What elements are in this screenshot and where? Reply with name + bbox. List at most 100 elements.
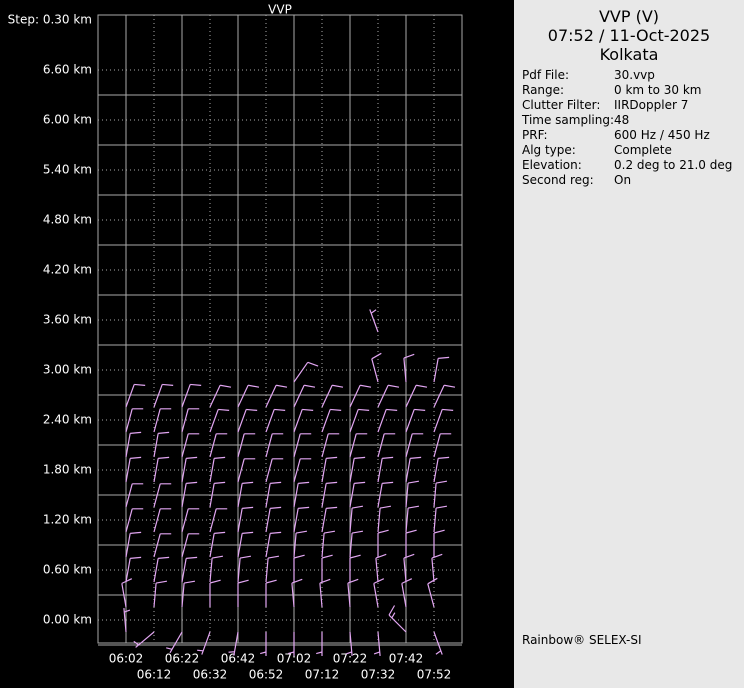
info-label: Range: <box>522 83 565 97</box>
wind-barb <box>121 578 133 608</box>
wind-barb <box>181 481 198 508</box>
wind-barb <box>260 632 267 656</box>
info-label: Clutter Filter: <box>522 98 601 112</box>
wind-barb <box>405 384 428 408</box>
wind-barb <box>321 481 338 508</box>
wind-barb <box>237 531 254 558</box>
wind-barb <box>125 483 144 508</box>
wind-barb <box>293 408 314 433</box>
wind-barb <box>265 408 286 433</box>
wind-barb <box>349 384 372 408</box>
y-tick-label: 4.80 km <box>43 213 92 227</box>
x-tick-label: 07:22 <box>333 652 368 666</box>
wind-barb <box>431 553 443 583</box>
info-value: Complete <box>614 143 672 157</box>
y-tick-label: 0.60 km <box>43 563 92 577</box>
wind-barb <box>265 555 280 583</box>
wind-barb <box>237 433 256 458</box>
wind-barb <box>181 508 200 533</box>
wind-barb <box>405 480 420 508</box>
info-value: 48 <box>614 113 630 127</box>
info-panel: VVP (V) 07:52 / 11-Oct-2025 Kolkata Pdf … <box>514 0 744 688</box>
wind-barb <box>377 408 398 433</box>
wind-barb <box>125 531 142 558</box>
wind-barb <box>181 408 200 433</box>
wind-barb <box>153 456 170 483</box>
wind-barb <box>405 433 424 458</box>
y-tick-label: 1.20 km <box>43 513 92 527</box>
wind-barb <box>403 553 415 583</box>
wind-barb <box>433 456 450 483</box>
info-value: 30.vvp <box>614 68 655 82</box>
wind-barb <box>321 384 344 408</box>
panel-title: VVP (V) <box>598 7 660 26</box>
y-tick-label: 6.00 km <box>43 113 92 127</box>
x-tick-label: 06:12 <box>137 668 172 682</box>
wind-barb <box>433 384 456 408</box>
wind-barb <box>197 631 211 655</box>
wind-barb <box>293 506 310 533</box>
wind-barb <box>209 481 226 508</box>
wind-barb <box>433 529 445 557</box>
info-label: Alg type: <box>522 143 576 157</box>
wind-barb <box>377 505 392 533</box>
wind-barb <box>125 556 142 583</box>
wind-barb <box>125 431 142 458</box>
wind-barb <box>349 530 364 558</box>
wind-barb <box>321 433 340 458</box>
wind-barb <box>349 554 361 582</box>
wind-barb <box>181 433 200 458</box>
wind-barb <box>209 508 228 533</box>
wind-barb <box>293 458 312 483</box>
wind-barb <box>237 506 254 533</box>
x-tick-label: 06:02 <box>109 652 144 666</box>
x-tick-label: 06:52 <box>249 668 284 682</box>
step-label: Step: 0.30 km <box>8 13 92 27</box>
wind-barb <box>153 383 174 408</box>
wind-barb <box>237 384 260 408</box>
wind-barb <box>125 456 142 483</box>
panel-head: VVP (V) 07:52 / 11-Oct-2025 Kolkata <box>514 0 744 64</box>
wind-barb <box>405 408 426 433</box>
info-value: 600 Hz / 450 Hz <box>614 128 710 142</box>
wind-barb <box>316 632 323 656</box>
wind-barb <box>228 631 239 656</box>
wind-barb <box>123 608 131 633</box>
wind-barb <box>319 578 331 608</box>
y-tick-label: 5.40 km <box>43 163 92 177</box>
panel-time: 07:52 / 11-Oct-2025 <box>547 26 711 45</box>
wind-barb <box>288 632 295 656</box>
info-label: Pdf File: <box>522 68 570 82</box>
wind-barb <box>388 605 407 633</box>
wind-barb <box>433 433 452 458</box>
wind-barb <box>181 556 198 583</box>
wind-barb <box>347 578 359 608</box>
x-tick-label: 07:42 <box>389 652 424 666</box>
wind-barb <box>153 431 170 458</box>
wind-barb <box>321 530 336 558</box>
y-tick-label: 6.60 km <box>43 63 92 77</box>
wind-barb <box>377 384 400 408</box>
wind-barb <box>403 353 415 383</box>
x-tick-label: 07:32 <box>361 668 396 682</box>
wind-barb <box>125 508 144 533</box>
y-tick-label: 2.40 km <box>43 413 92 427</box>
wind-barb <box>153 508 172 533</box>
wind-barb <box>349 481 366 508</box>
wind-barb <box>125 408 144 433</box>
wind-barb <box>433 505 448 533</box>
wind-barb <box>427 577 438 608</box>
wind-barb <box>209 433 228 458</box>
info-label: PRF: <box>522 128 548 142</box>
wind-barb <box>321 456 338 483</box>
wind-barb <box>405 529 417 557</box>
wind-barb <box>371 352 382 383</box>
x-tick-label: 06:42 <box>221 652 256 666</box>
wind-barb <box>373 578 385 608</box>
wind-barb <box>401 578 413 608</box>
wind-barb <box>321 506 338 533</box>
wind-barb <box>265 579 277 607</box>
wind-barb <box>209 531 226 558</box>
info-label: Second reg: <box>522 173 594 187</box>
